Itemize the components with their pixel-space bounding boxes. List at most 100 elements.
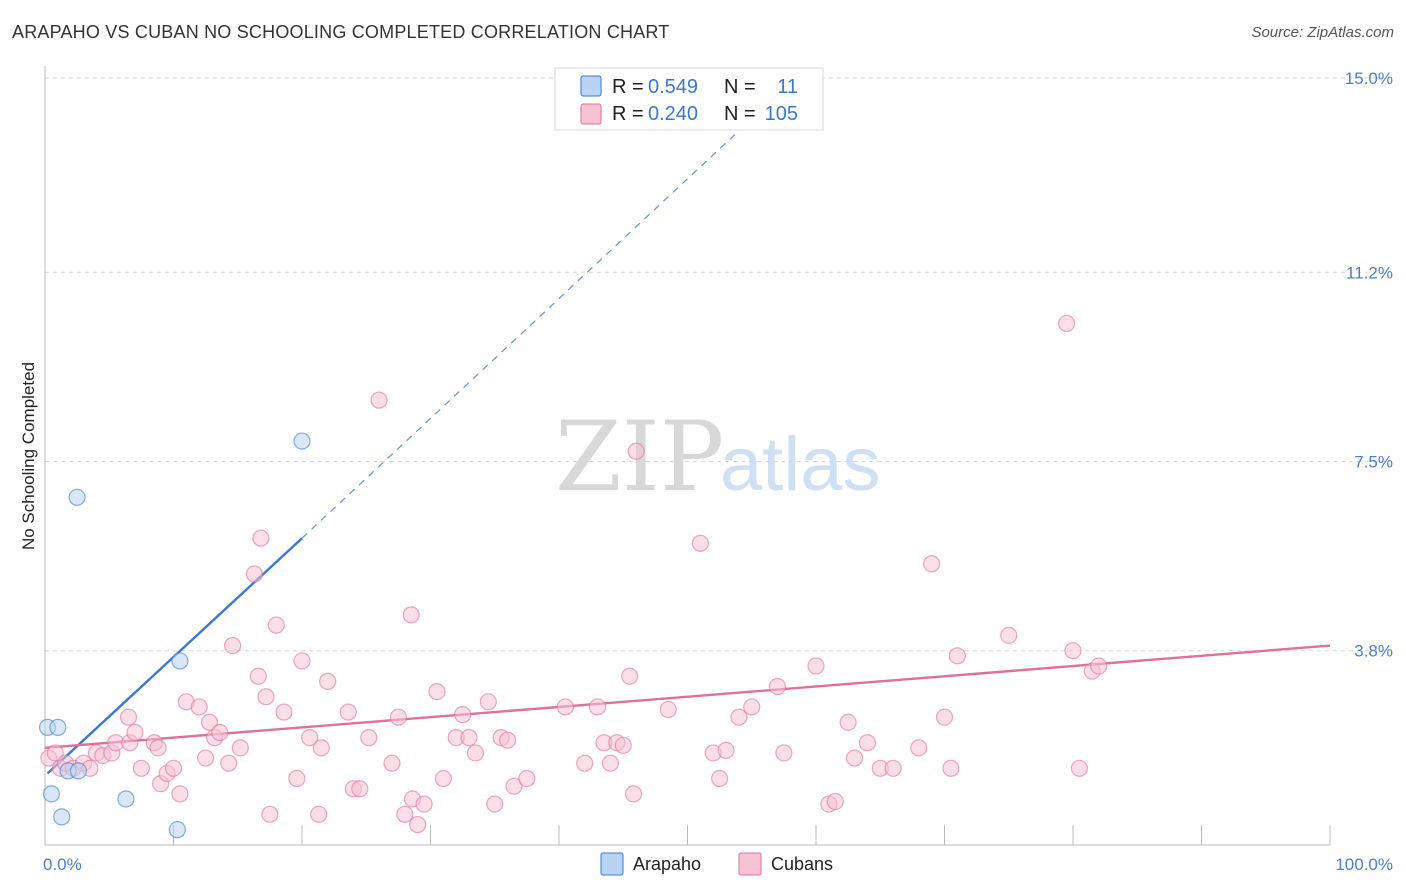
cubans-point-102 (1070, 759, 1089, 777)
cubans-point-28 (224, 636, 242, 655)
series-legend: Arapaho Cubans (600, 852, 833, 876)
arapaho-point-6 (68, 488, 86, 506)
x-tick-label-0: 0.0% (43, 855, 82, 874)
cubans-point-86 (807, 657, 825, 675)
legend-swatch-cubans (580, 103, 602, 125)
cubans-point-55 (428, 682, 446, 701)
cubans-point-68 (576, 754, 594, 772)
axis-ticks: 3.8% 7.5% 11.2% 15.0% 0.0% 100.0% (43, 69, 1393, 874)
cubans-point-47 (370, 391, 388, 409)
cubans-point-30 (245, 565, 264, 583)
cubans-point-53 (409, 815, 427, 834)
data-points (38, 314, 1108, 839)
arapaho-point-3 (53, 808, 71, 826)
cubans-point-83 (743, 698, 761, 716)
cubans-point-43 (339, 703, 357, 721)
arapaho-point-7 (117, 790, 135, 808)
cubans-point-39 (301, 729, 319, 747)
cubans-point-26 (211, 723, 229, 742)
x-tick-label-1: 100.0% (1335, 855, 1393, 874)
cubans-point-104 (1090, 657, 1108, 675)
cubans-point-76 (627, 442, 645, 460)
cubans-point-1 (46, 744, 64, 762)
cubans-point-35 (267, 616, 285, 634)
chart-source: Source: ZipAtlas.com (1251, 24, 1394, 41)
correlation-legend: R = 0.549 N = 11 R = 0.240 N = 105 (554, 67, 824, 131)
cubans-point-73 (614, 736, 632, 754)
cubans-point-22 (190, 698, 208, 716)
cubans-point-94 (910, 739, 928, 757)
cubans-point-84 (768, 677, 787, 696)
cubans-point-80 (711, 769, 729, 788)
cubans-point-11 (119, 708, 138, 726)
series-legend-label-cubans: Cubans (771, 854, 833, 874)
series-legend-label-arapaho: Arapaho (633, 854, 701, 874)
cubans-point-78 (691, 534, 709, 552)
cubans-point-97 (942, 759, 960, 777)
cubans-point-13 (126, 723, 144, 742)
cubans-point-62 (486, 795, 504, 813)
cubans-point-93 (884, 759, 902, 777)
cubans-trend-line (44, 644, 1331, 750)
cubans-point-20 (171, 785, 189, 803)
cubans-point-67 (556, 698, 575, 716)
cubans-point-71 (601, 754, 620, 772)
cubans-point-14 (132, 759, 150, 777)
cubans-point-48 (383, 754, 401, 772)
cubans-point-27 (220, 754, 238, 772)
cubans-point-65 (505, 777, 523, 795)
cubans-point-82 (730, 708, 748, 726)
cubans-point-58 (454, 706, 472, 724)
cubans-point-34 (261, 805, 279, 823)
cubans-point-29 (231, 739, 249, 757)
cubans-point-85 (775, 744, 793, 762)
legend-r-value-arapaho: 0.549 (648, 76, 698, 98)
arapaho-point-5 (69, 762, 88, 780)
legend-n-label-arapaho: N = (724, 76, 756, 98)
cubans-point-38 (293, 652, 311, 670)
y-tick-label-1: 7.5% (1354, 453, 1393, 472)
cubans-point-101 (1064, 642, 1082, 660)
cubans-point-91 (858, 734, 877, 752)
arapaho-point-1 (49, 718, 67, 736)
cubans-point-49 (389, 708, 407, 726)
cubans-point-45 (351, 780, 369, 798)
watermark-atlas: atlas (720, 422, 881, 507)
y-tick-label-2: 11.2% (1346, 263, 1393, 282)
cubans-point-51 (402, 606, 420, 624)
cubans-point-31 (249, 667, 267, 685)
cubans-point-41 (312, 739, 330, 757)
cubans-point-66 (518, 769, 536, 788)
cubans-point-90 (845, 749, 864, 767)
legend-r-value-cubans: 0.240 (648, 103, 698, 125)
cubans-point-69 (588, 698, 607, 716)
cubans-point-37 (288, 769, 306, 788)
cubans-point-64 (499, 731, 517, 749)
legend-n-value-cubans: 105 (765, 103, 798, 125)
legend-n-value-arapaho: 11 (777, 76, 798, 98)
cubans-point-46 (360, 729, 378, 747)
series-legend-swatch-cubans (738, 852, 762, 876)
cubans-point-54 (415, 795, 433, 813)
cubans-point-59 (460, 729, 478, 747)
cubans-point-33 (257, 688, 275, 706)
cubans-point-23 (197, 749, 215, 767)
legend-n-label-cubans: N = (724, 103, 756, 125)
cubans-point-36 (275, 703, 293, 721)
cubans-point-77 (659, 700, 677, 719)
cubans-point-32 (252, 529, 270, 547)
series-legend-swatch-arapaho (600, 852, 624, 876)
cubans-point-88 (826, 792, 844, 811)
cubans-point-75 (624, 785, 643, 803)
y-tick-label-3: 15.0% (1345, 69, 1393, 88)
cubans-point-40 (310, 805, 328, 823)
cubans-point-95 (923, 555, 941, 573)
arapaho-point-10 (293, 432, 311, 450)
cubans-point-81 (717, 741, 735, 760)
arapaho-trend-extension (301, 118, 753, 539)
cubans-point-98 (948, 647, 966, 665)
cubans-point-96 (935, 708, 954, 726)
cubans-point-50 (396, 805, 414, 823)
cubans-point-89 (839, 713, 857, 731)
